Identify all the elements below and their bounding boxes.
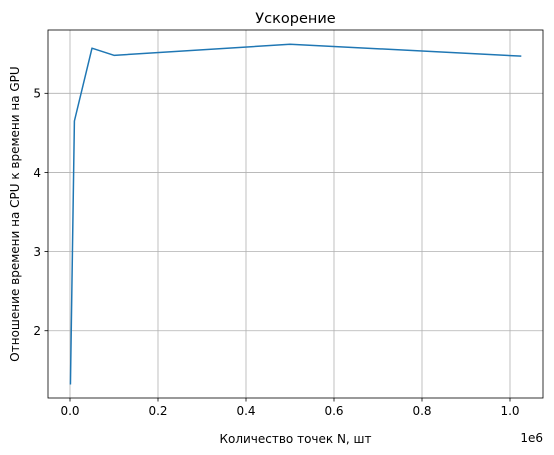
y-tick-label: 4: [33, 166, 41, 180]
chart-title: Ускорение: [255, 11, 335, 27]
plot-frame: [47, 29, 544, 399]
y-axis-label: Отношение времени на CPU к времени на GP…: [8, 66, 22, 361]
x-axis-offset-label: 1e6: [520, 431, 543, 445]
series-layer: [69, 43, 522, 385]
x-tick-label: 0.0: [60, 404, 79, 418]
series-line: [69, 43, 522, 385]
x-axis-label: Количество точек N, шт: [219, 432, 371, 446]
x-tick-label: 1.0: [500, 404, 519, 418]
y-tick-label: 5: [33, 87, 41, 101]
x-tick-label: 0.8: [412, 404, 431, 418]
x-tick-label: 0.2: [148, 404, 167, 418]
ticks-layer: 0.0 0.2 0.4 0.6 0.8 1.0 2 3 4 5: [33, 87, 519, 418]
y-tick-label: 2: [33, 324, 41, 338]
x-tick-label: 0.6: [324, 404, 343, 418]
y-tick-label: 3: [33, 245, 41, 259]
grid-layer: [48, 30, 543, 398]
x-tick-label: 0.4: [236, 404, 255, 418]
